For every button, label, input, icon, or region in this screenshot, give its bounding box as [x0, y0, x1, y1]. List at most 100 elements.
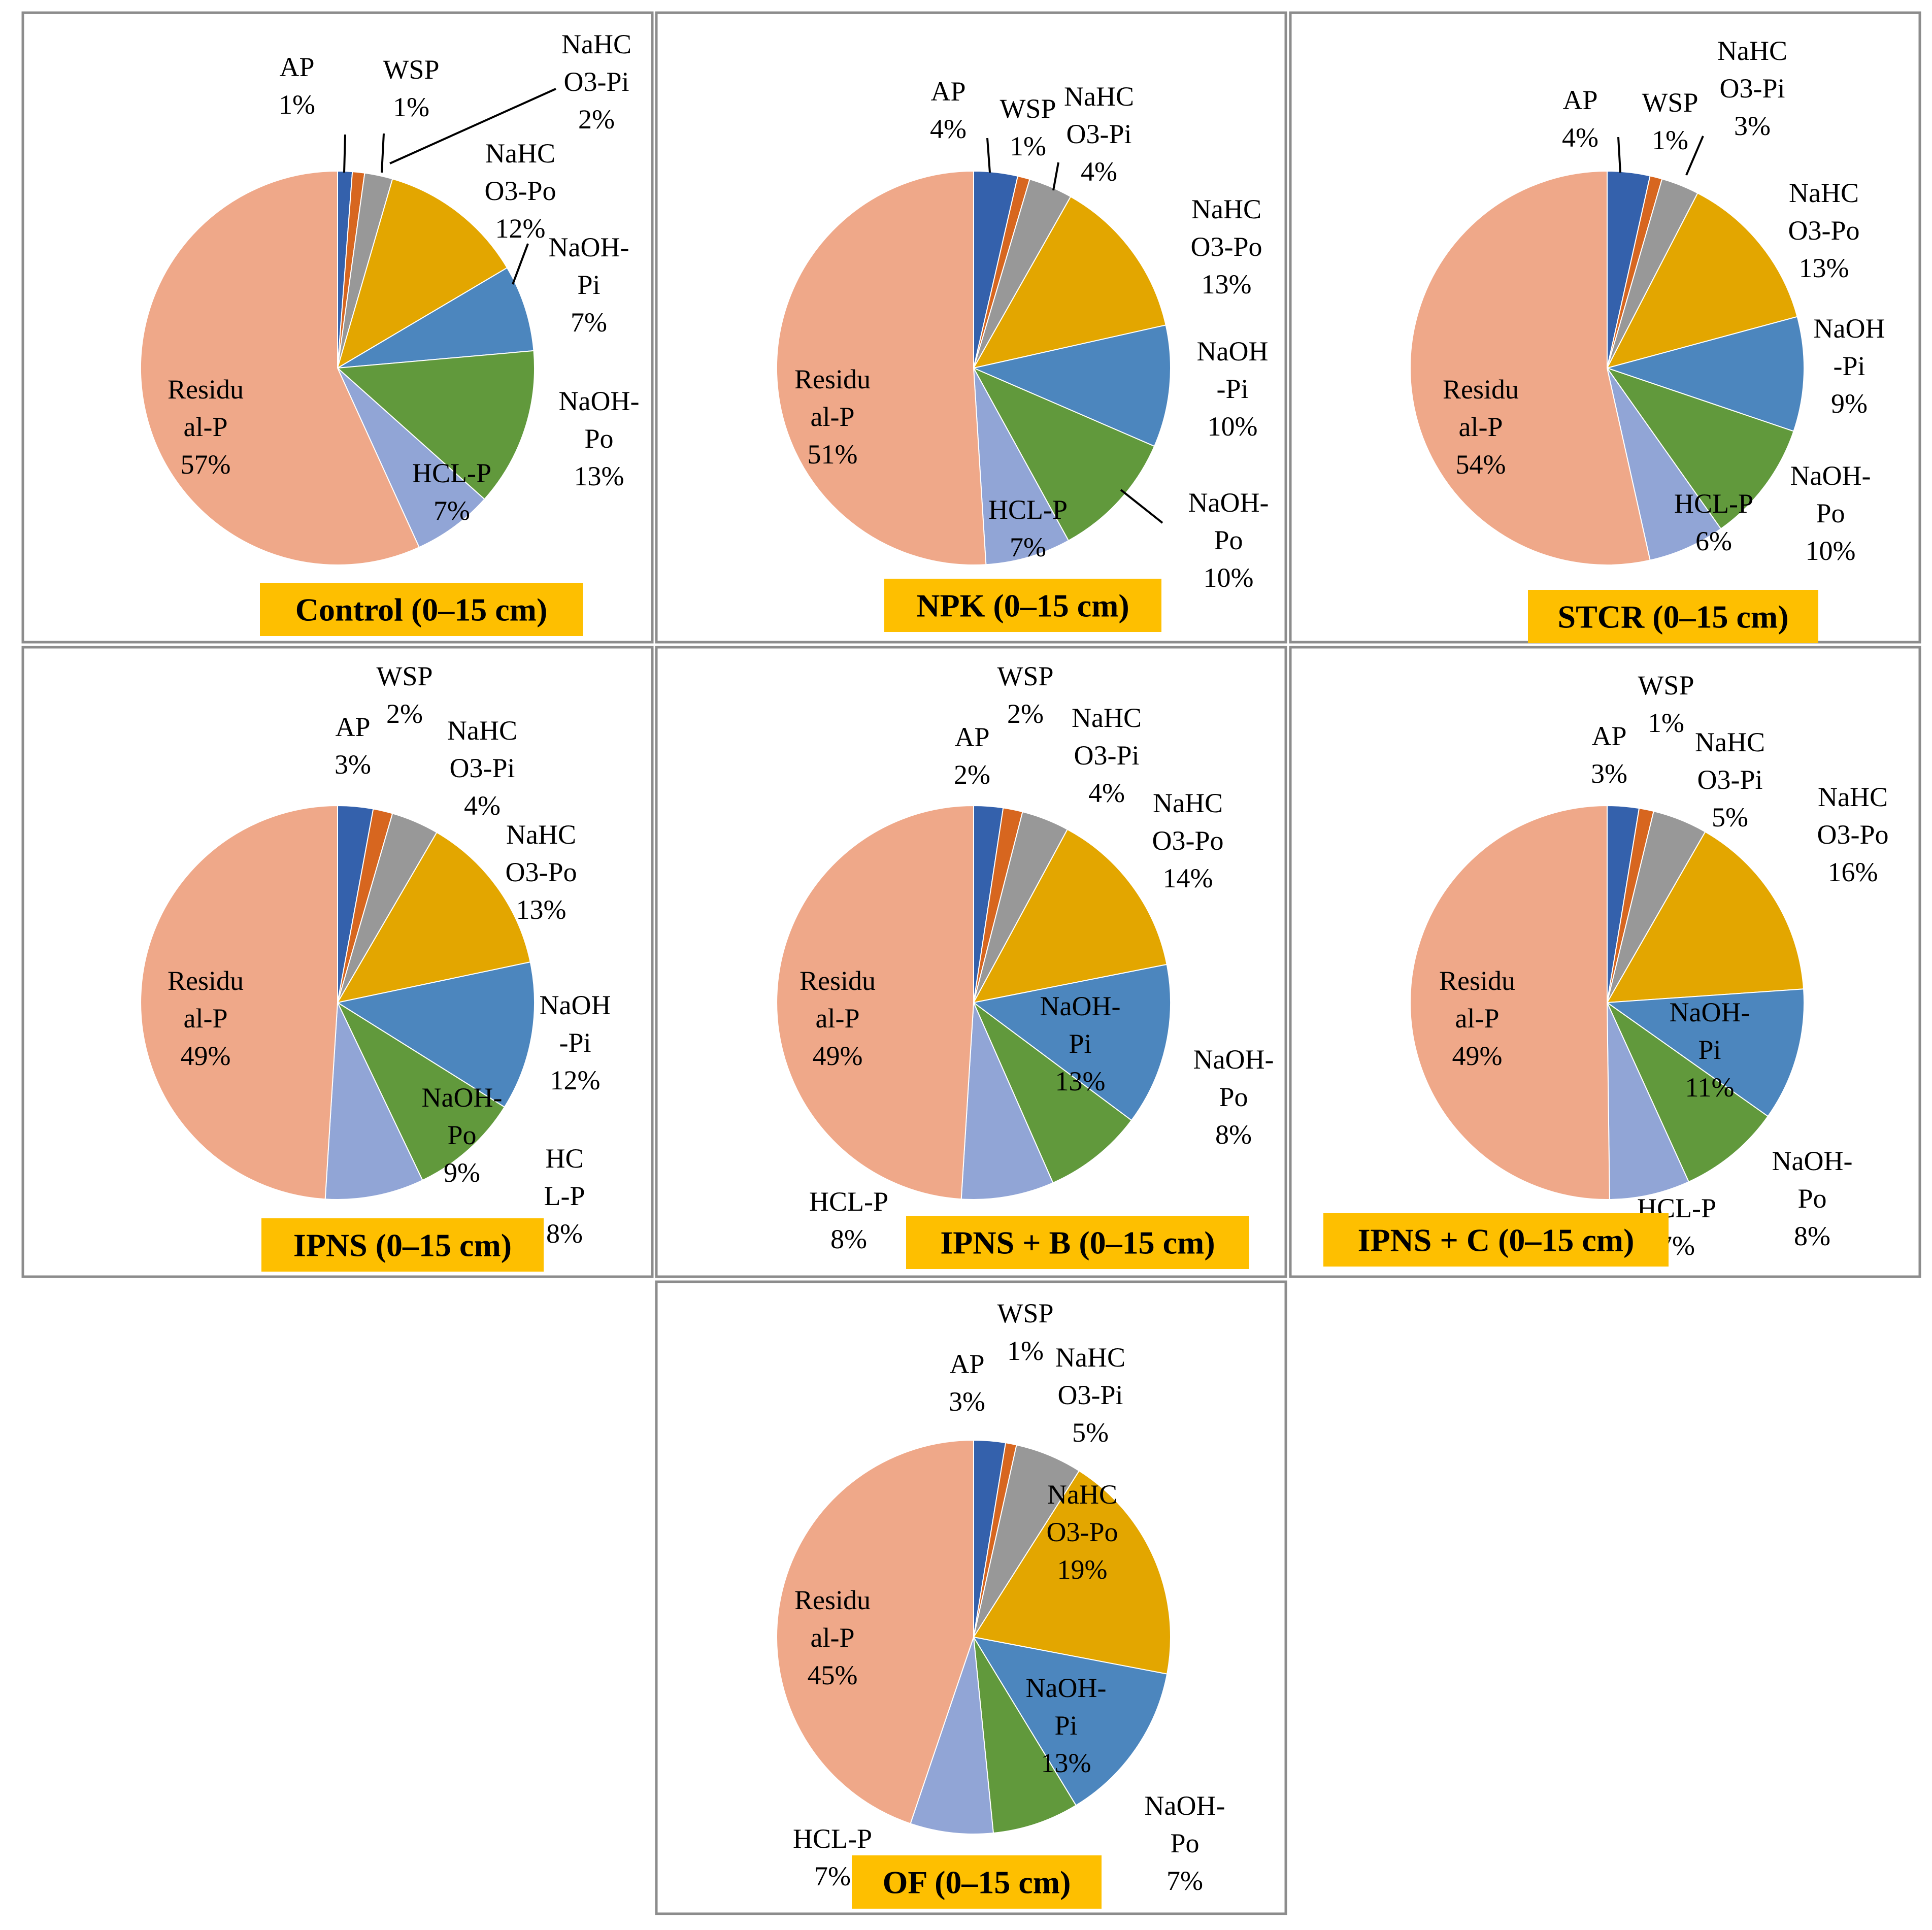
slice-hcl-p — [1607, 368, 1722, 561]
leader-line — [1685, 136, 1704, 176]
label-residual-p: Residu al-P 49% — [168, 966, 244, 1071]
label-naoh-po: NaOH-Po 8% — [1772, 1146, 1853, 1251]
slice-naoh-po — [972, 367, 1155, 542]
slice-naoh-pi — [1606, 988, 1805, 1117]
pie-panel: AP 3% WSP 1% NaHC O3-Pi 5% NaHC O3-Po 19% NaOH-Pi 1… — [655, 1280, 1287, 1915]
slice-residual-p — [776, 805, 974, 1200]
label-nahco3-pi: NaHC O3-Pi 4% — [447, 715, 517, 821]
slice-residual-p — [776, 1439, 974, 1824]
label-ap: AP 3% — [949, 1349, 985, 1417]
slice-nahco3-po — [973, 828, 1168, 1004]
label-naoh-pi: NaOH-Pi 13% — [1026, 1673, 1107, 1778]
label-naoh-pi: NaOH -Pi 12% — [540, 990, 611, 1095]
label-naoh-po: NaOH-Po 7% — [1145, 1790, 1225, 1896]
chart-title-box — [1323, 1213, 1669, 1267]
label-nahco3-pi: NaHC O3-Pi 2% — [561, 29, 631, 135]
label-nahco3-pi: NaHC O3-Pi 4% — [1064, 81, 1134, 187]
label-hcl-p: HCL-P 7% — [988, 494, 1068, 562]
label-naoh-po: NaOH-Po 9% — [422, 1082, 503, 1188]
label-naoh-pi: NaOH-Pi 7% — [549, 232, 629, 338]
label-nahco3-po: NaHC O3-Po 16% — [1817, 782, 1888, 887]
label-nahco3-po: NaHC O3-Po 14% — [1152, 788, 1223, 893]
label-nahco3-po: NaHC O3-Po 19% — [1046, 1479, 1118, 1585]
label-hcl-p: HCL-P 7% — [412, 458, 491, 526]
leader-line — [986, 138, 991, 173]
label-ap: AP 2% — [954, 722, 990, 790]
label-wsp: WSP 1% — [997, 1298, 1053, 1366]
label-residual-p: Residu al-P 54% — [1443, 374, 1519, 480]
label-wsp: WSP 1% — [1642, 87, 1698, 155]
leader-line — [1052, 162, 1059, 191]
pie-panel: AP 3% WSP 1%NaHC O3-Pi 5% NaHC O3-Po 16% NaOH-Pi 1… — [1289, 646, 1921, 1278]
label-nahco3-po: NaHC O3-Po 12% — [484, 138, 556, 244]
chart-title-box — [906, 1216, 1249, 1269]
label-naoh-po: NaOH-Po 8% — [1193, 1044, 1274, 1150]
pie-panel: AP 4% WSP 1%NaHC O3-Pi 4% NaHC O3-Po 13% NaOH -Pi 1… — [655, 11, 1287, 644]
slice-naoh-pi — [336, 961, 535, 1108]
slice-nahco3-po — [337, 178, 508, 370]
label-hcl-p: HCL-P 7% — [793, 1823, 872, 1891]
slice-nahco3-po — [973, 1470, 1171, 1675]
slice-hcl-p — [1607, 1002, 1690, 1200]
slice-naoh-pi — [337, 267, 535, 369]
slice-naoh-pi — [972, 1636, 1168, 1806]
chart-title-box — [260, 583, 583, 636]
leader-line — [1120, 489, 1163, 524]
slice-nahco3-po — [973, 196, 1167, 369]
chart-title-box — [261, 1218, 544, 1272]
label-ap: AP 3% — [335, 712, 371, 780]
slice-naoh-pi — [972, 324, 1171, 447]
label-nahco3-po: NaHC O3-Po 13% — [505, 819, 577, 925]
chart-title: IPNS + C (0–15 cm) — [1358, 1222, 1635, 1258]
label-ap: AP 4% — [1562, 85, 1598, 153]
slice-naoh-po — [972, 1001, 1132, 1184]
label-naoh-pi: NaOH -Pi 10% — [1197, 336, 1269, 442]
label-nahco3-pi: NaHC O3-Pi 3% — [1717, 36, 1787, 141]
slice-residual-p — [140, 805, 338, 1200]
slice-naoh-po — [1606, 1001, 1769, 1183]
slice-naoh-po — [1606, 367, 1794, 530]
label-wsp: WSP 1% — [383, 54, 439, 122]
slice-naoh-po — [973, 1637, 1077, 1834]
slice-naoh-po — [336, 350, 535, 500]
slice-hcl-p — [960, 1002, 1054, 1200]
chart-title-box — [884, 579, 1161, 632]
label-ap: AP 1% — [279, 52, 315, 120]
label-naoh-pi: NaOH-Pi 13% — [1040, 991, 1121, 1096]
label-residual-p: Residu al-P 57% — [168, 374, 244, 480]
label-wsp: WSP 1% — [1638, 670, 1694, 738]
slice-residual-p — [776, 170, 987, 565]
label-nahco3-po: NaHC O3-Po 13% — [1190, 194, 1262, 300]
slice-residual-p — [1410, 170, 1651, 565]
label-ap: AP 4% — [930, 76, 967, 144]
label-nahco3-pi: NaHC O3-Pi 5% — [1695, 727, 1765, 833]
slice-hcl-p — [910, 1637, 994, 1835]
label-residual-p: Residu al-P 49% — [800, 966, 876, 1071]
label-naoh-pi: NaOH-Pi 11% — [1670, 997, 1750, 1103]
slice-nahco3-po — [1606, 831, 1805, 1004]
label-wsp: WSP 2% — [376, 661, 432, 729]
label-naoh-po: NaOH-Po 10% — [1790, 460, 1871, 566]
pie-panel: AP 1% WSP 1% NaHC O3-Pi 2%NaHC O3-Po 12%NaOH-Pi 7… — [21, 11, 654, 644]
slice-nahco3-pi — [973, 1444, 1080, 1638]
leader-line — [512, 243, 529, 285]
slice-hcl-p — [324, 1001, 423, 1200]
pie-panel: AP 3%WSP 2% NaHC O3-Pi 4%NaHC O3-Po 13% NaOH -Pi 1… — [21, 646, 654, 1278]
slice-naoh-po — [336, 1001, 506, 1181]
slice-naoh-pi — [972, 963, 1171, 1121]
chart-title: Control (0–15 cm) — [295, 592, 548, 628]
label-residual-p: Residu al-P 51% — [794, 364, 871, 470]
slice-naoh-pi — [1605, 316, 1805, 432]
label-ap: AP 3% — [1591, 721, 1627, 789]
label-wsp: WSP 1% — [1000, 93, 1056, 161]
leader-line — [381, 133, 385, 173]
leader-line — [343, 134, 346, 173]
slice-residual-p — [1410, 805, 1610, 1200]
label-residual-p: Residu al-P 49% — [1439, 966, 1515, 1071]
pie-panel: AP 4% WSP 1% NaHC O3-Pi 3%NaHC O3-Po 13% NaOH -Pi 9… — [1289, 11, 1921, 644]
slice-residual-p — [140, 170, 420, 565]
slice-nahco3-po — [337, 831, 531, 1004]
label-nahco3-pi: NaHC O3-Pi 4% — [1072, 703, 1142, 808]
